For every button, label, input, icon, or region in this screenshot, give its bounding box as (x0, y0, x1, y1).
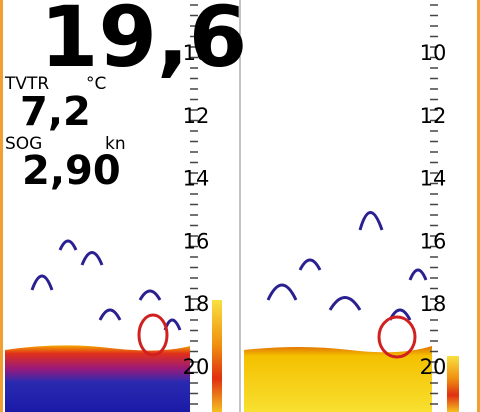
seabed (5, 345, 190, 412)
depth-scale-label: 18 (183, 292, 210, 316)
depth-scale-label: 12 (183, 104, 210, 128)
speed-label: SOG (5, 134, 42, 154)
depth-scale-label: 10 (420, 41, 447, 65)
temp-unit: °C (86, 74, 106, 94)
color-bar (212, 300, 222, 412)
scale-ladder (430, 0, 438, 412)
depth-scale-label: 14 (183, 167, 210, 191)
depth-scale-label: 14 (420, 167, 447, 191)
depth-readout: 19,6 (40, 0, 247, 86)
speed-unit: kn (105, 134, 126, 154)
depth-scale-label: 18 (420, 292, 447, 316)
seabed (244, 346, 432, 412)
depth-scale-label: 10 (183, 41, 210, 65)
depth-scale-label: 16 (183, 229, 210, 253)
temp-label: TVTR (4, 74, 49, 94)
depth-scale-label: 20 (420, 355, 447, 379)
depth-scale-label: 16 (420, 229, 447, 253)
target-marker (377, 315, 417, 359)
depth-scales: 10 12 14 16 18 20 10 12 14 16 18 20 (183, 41, 447, 379)
scale-ladder (190, 0, 198, 412)
depth-scale-label: 12 (420, 104, 447, 128)
frame (0, 0, 3, 412)
frame (477, 0, 480, 412)
temp-value: 7,2 (20, 89, 91, 135)
color-bar (447, 356, 459, 412)
speed-value: 2,90 (22, 148, 121, 194)
target-marker (137, 313, 169, 357)
depth-scale-label: 20 (183, 355, 210, 379)
